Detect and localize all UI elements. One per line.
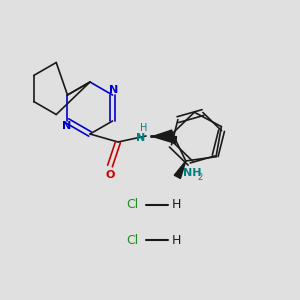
Text: Cl: Cl	[126, 233, 138, 247]
Text: N: N	[136, 133, 146, 143]
Text: 2: 2	[197, 173, 202, 182]
Polygon shape	[174, 161, 186, 178]
Text: O: O	[105, 170, 115, 180]
Polygon shape	[151, 130, 173, 137]
Text: H: H	[140, 123, 148, 133]
Text: H: H	[171, 233, 181, 247]
Text: H: H	[171, 199, 181, 212]
Text: Cl: Cl	[126, 199, 138, 212]
Polygon shape	[151, 136, 177, 143]
Text: N: N	[62, 121, 71, 131]
Text: N: N	[109, 85, 118, 95]
Text: NH: NH	[183, 168, 202, 178]
